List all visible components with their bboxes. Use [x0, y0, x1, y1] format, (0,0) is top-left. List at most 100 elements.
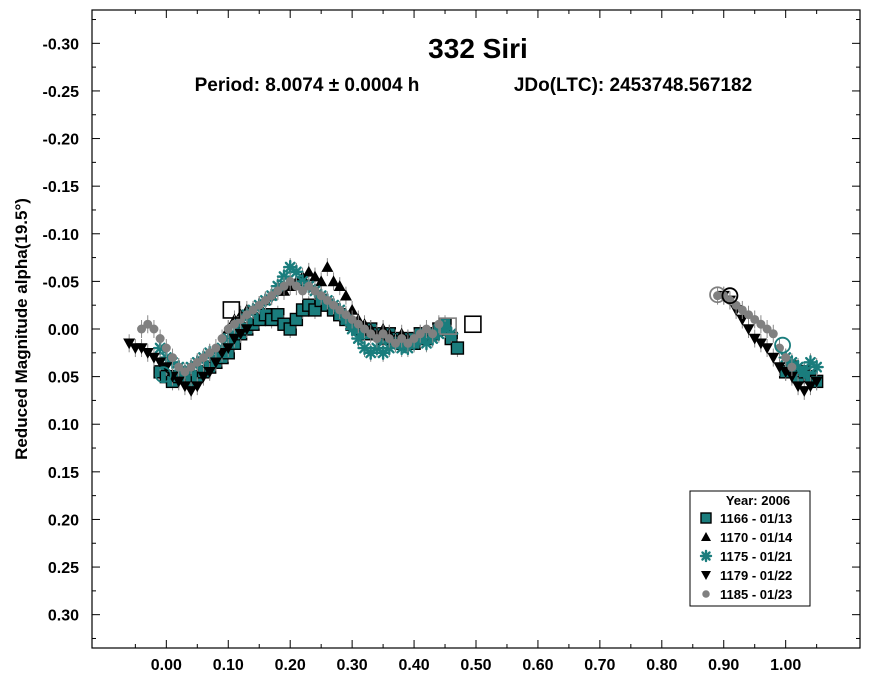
- data-point: [172, 376, 185, 388]
- x-tick-label: 0.90: [708, 657, 739, 674]
- data-point: [192, 357, 202, 367]
- data-point: [304, 281, 314, 291]
- x-tick-label: 0.00: [151, 657, 182, 674]
- data-point: [353, 319, 363, 329]
- y-tick-label: 0.25: [48, 560, 79, 577]
- data-point: [254, 300, 264, 310]
- data-point: [713, 291, 723, 301]
- data-point: [333, 280, 346, 291]
- x-tick-label: 0.80: [646, 657, 677, 674]
- annotation-marker: [464, 315, 482, 334]
- data-point: [154, 357, 167, 369]
- data-point: [785, 371, 798, 383]
- x-tick-label: 0.70: [584, 657, 615, 674]
- data-point: [321, 261, 334, 272]
- annotation-markers: [154, 286, 791, 384]
- data-point: [797, 364, 812, 380]
- data-point: [222, 343, 235, 355]
- legend: Year: 2006 1166 - 01/13 1170 - 01/14 1175 …: [689, 490, 811, 607]
- annotation-marker: [709, 286, 726, 304]
- data-point: [310, 286, 320, 296]
- data-point: [205, 348, 215, 358]
- y-tick-label: -0.25: [43, 84, 80, 101]
- data-point: [761, 343, 774, 355]
- data-point: [143, 319, 153, 329]
- legend-label: 1185 - 01/23: [720, 587, 792, 602]
- legend-marker: [701, 532, 711, 541]
- data-point: [273, 286, 283, 296]
- data-points: [123, 258, 824, 400]
- data-point: [135, 343, 148, 355]
- data-point: [804, 381, 817, 393]
- data-point: [781, 353, 791, 363]
- data-point: [147, 352, 160, 364]
- data-point: [168, 353, 178, 363]
- y-tick-label: 0.10: [48, 417, 79, 434]
- data-point: [123, 338, 136, 350]
- legend-label: 1175 - 01/21: [720, 549, 792, 564]
- data-point: [434, 319, 444, 329]
- data-point: [378, 329, 388, 339]
- data-point: [211, 343, 221, 353]
- legend-label: 1170 - 01/14: [720, 530, 793, 545]
- data-point: [291, 281, 301, 291]
- data-point: [351, 331, 366, 346]
- legend-label: 1179 - 01/22: [720, 568, 792, 583]
- data-point: [185, 386, 198, 397]
- data-point: [737, 305, 747, 315]
- y-axis-label: Reduced Magnitude alpha(19.5°): [12, 198, 31, 460]
- data-point: [768, 329, 778, 339]
- data-point: [384, 334, 394, 344]
- legend-title: Year: 2006: [726, 493, 790, 508]
- data-point: [229, 319, 239, 329]
- y-tick-label: 0.15: [48, 465, 79, 482]
- data-point: [315, 275, 328, 287]
- x-tick-label: 0.30: [337, 657, 368, 674]
- legend-marker: [701, 571, 711, 580]
- x-tick-label: 0.20: [275, 657, 306, 674]
- annotation-marker: [721, 287, 739, 305]
- annotation-marker: [439, 317, 457, 335]
- data-point: [327, 275, 340, 287]
- data-point: [409, 334, 419, 344]
- data-point: [742, 324, 755, 335]
- data-point: [773, 362, 786, 374]
- data-point: [316, 291, 326, 301]
- data-point: [390, 338, 400, 348]
- y-tick-label: -0.20: [43, 132, 80, 149]
- data-point: [279, 281, 289, 291]
- chart-title: 332 Siri: [428, 33, 528, 64]
- x-tick-label: 0.40: [398, 657, 429, 674]
- data-point: [285, 276, 295, 286]
- data-point: [372, 334, 382, 344]
- data-point: [137, 324, 147, 334]
- data-point: [762, 324, 772, 334]
- series-1185: [137, 272, 797, 381]
- legend-items: 1166 - 01/13 1170 - 01/14 1175 - 01/21 1179…: [699, 511, 793, 602]
- data-point: [810, 376, 823, 388]
- data-point: [276, 269, 292, 284]
- data-point: [415, 329, 425, 339]
- data-point: [366, 329, 376, 339]
- data-point: [335, 305, 345, 315]
- data-point: [248, 305, 258, 315]
- legend-box: [689, 490, 811, 607]
- data-point: [428, 329, 438, 339]
- data-point: [302, 265, 315, 277]
- data-point: [228, 333, 241, 345]
- x-tick-label: 1.00: [770, 657, 801, 674]
- data-point: [161, 343, 171, 353]
- data-point: [792, 381, 805, 393]
- annotation-marker: [774, 336, 791, 354]
- y-tick-label: -0.15: [43, 179, 80, 196]
- annotation-marker: [222, 301, 241, 319]
- annotation-marker: [154, 366, 172, 384]
- data-point: [155, 334, 165, 344]
- legend-label: 1166 - 01/13: [720, 511, 792, 526]
- data-point: [260, 295, 270, 305]
- data-point: [174, 362, 184, 372]
- data-point: [339, 289, 352, 301]
- legend-marker: [702, 590, 710, 598]
